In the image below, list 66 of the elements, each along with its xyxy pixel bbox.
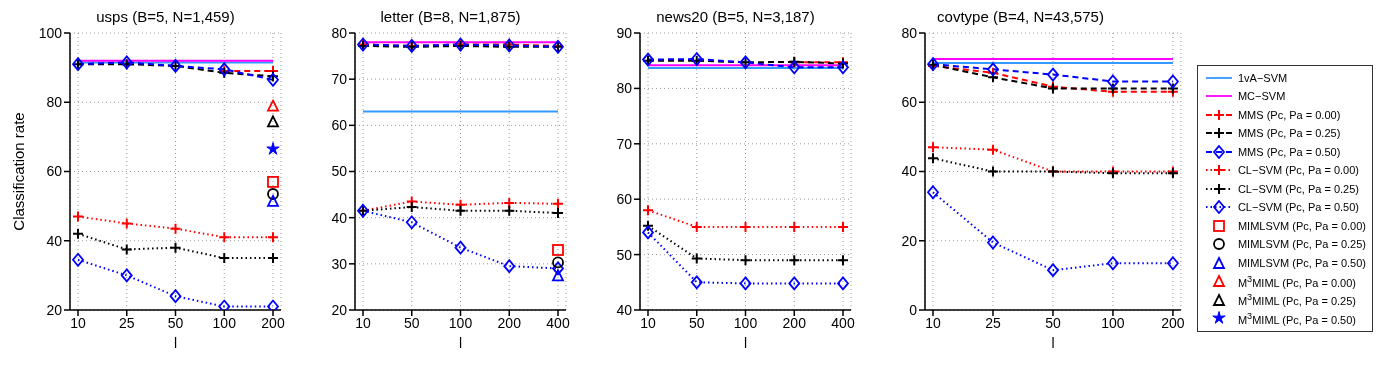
y-tick-label: 40 xyxy=(331,209,348,226)
y-axis-title: Classification rate xyxy=(9,112,27,231)
chart-title: news20 (B=5, N=3,187) xyxy=(656,8,815,25)
y-tick-label: 30 xyxy=(331,255,348,272)
y-tick-label: 20 xyxy=(46,301,63,318)
y-tick-label: 80 xyxy=(616,80,633,97)
x-tick-label: 200 xyxy=(1161,314,1185,331)
legend-label: CL−SVM (Pc, Pa = 0.50) xyxy=(1237,201,1359,214)
x-tick-label: 100 xyxy=(212,314,237,331)
x-tick-label: 25 xyxy=(118,314,135,331)
legend-label: MMS (Pc, Pa = 0.00) xyxy=(1237,108,1341,121)
x-tick-label: 100 xyxy=(448,314,473,331)
legend-label: MIMLSVM (Pc, Pa = 0.00) xyxy=(1237,219,1366,232)
chart-title: usps (B=5, N=1,459) xyxy=(96,8,235,25)
x-tick-label: 400 xyxy=(831,314,855,331)
y-tick-label: 80 xyxy=(46,94,63,111)
y-tick-label: 70 xyxy=(331,71,348,88)
x-tick-label: 50 xyxy=(167,314,184,331)
x-tick-label: 50 xyxy=(1045,314,1061,331)
legend-label: 1vA−SVM xyxy=(1237,71,1288,84)
y-tick-label: 60 xyxy=(901,94,918,111)
legend-label: MIMLSVM (Pc, Pa = 0.25) xyxy=(1237,238,1366,251)
y-tick-label: 70 xyxy=(616,135,633,152)
legend-label: M$^{3}$MIML (Pc, Pa = 0.50) xyxy=(1237,310,1357,326)
x-tick-label: 200 xyxy=(497,314,522,331)
x-tick-label: 50 xyxy=(403,314,420,331)
y-tick-label: 0 xyxy=(909,301,918,318)
y-tick-label: 100 xyxy=(38,24,63,41)
y-tick-label: 40 xyxy=(46,232,63,249)
x-tick-label: 400 xyxy=(546,314,570,331)
legend-label: CL−SVM (Pc, Pa = 0.25) xyxy=(1237,182,1359,195)
y-tick-label: 90 xyxy=(616,24,633,41)
legend-label: MC−SVM xyxy=(1237,90,1286,103)
x-axis-title: l xyxy=(1051,335,1055,351)
y-tick-label: 80 xyxy=(901,24,918,41)
legend-label: MMS (Pc, Pa = 0.50) xyxy=(1237,145,1341,158)
x-tick-label: 100 xyxy=(1101,314,1125,331)
y-tick-label: 40 xyxy=(901,163,918,180)
x-axis-title: l xyxy=(743,335,748,351)
x-axis-title: l xyxy=(173,335,178,351)
y-tick-label: 60 xyxy=(46,163,63,180)
y-tick-label: 80 xyxy=(331,24,348,41)
x-tick-label: 200 xyxy=(782,314,807,331)
y-tick-label: 60 xyxy=(331,117,348,134)
x-tick-label: 10 xyxy=(640,314,656,331)
x-tick-label: 10 xyxy=(925,314,941,331)
legend-label: CL−SVM (Pc, Pa = 0.00) xyxy=(1237,164,1359,177)
legend-label: M$^{3}$MIML (Pc, Pa = 0.00) xyxy=(1237,273,1357,289)
x-tick-label: 10 xyxy=(70,314,86,331)
x-tick-label: 50 xyxy=(688,314,705,331)
y-tick-label: 20 xyxy=(901,232,918,249)
legend-label: MIMLSVM (Pc, Pa = 0.50) xyxy=(1237,256,1366,269)
legend-label: MMS (Pc, Pa = 0.25) xyxy=(1237,127,1341,140)
y-tick-label: 60 xyxy=(616,191,633,208)
legend-label: M$^{3}$MIML (Pc, Pa = 0.25) xyxy=(1237,292,1357,308)
x-tick-label: 25 xyxy=(985,314,1001,331)
chart-title: covtype (B=4, N=43,575) xyxy=(937,8,1104,25)
y-tick-label: 40 xyxy=(616,301,633,318)
x-tick-label: 200 xyxy=(261,314,285,331)
chart-title: letter (B=8, N=1,875) xyxy=(380,8,521,25)
x-tick-label: 100 xyxy=(733,314,758,331)
y-tick-label: 20 xyxy=(331,301,348,318)
x-tick-label: 10 xyxy=(355,314,371,331)
y-tick-label: 50 xyxy=(331,163,348,180)
y-tick-label: 50 xyxy=(616,246,633,263)
x-axis-title: l xyxy=(458,335,463,351)
